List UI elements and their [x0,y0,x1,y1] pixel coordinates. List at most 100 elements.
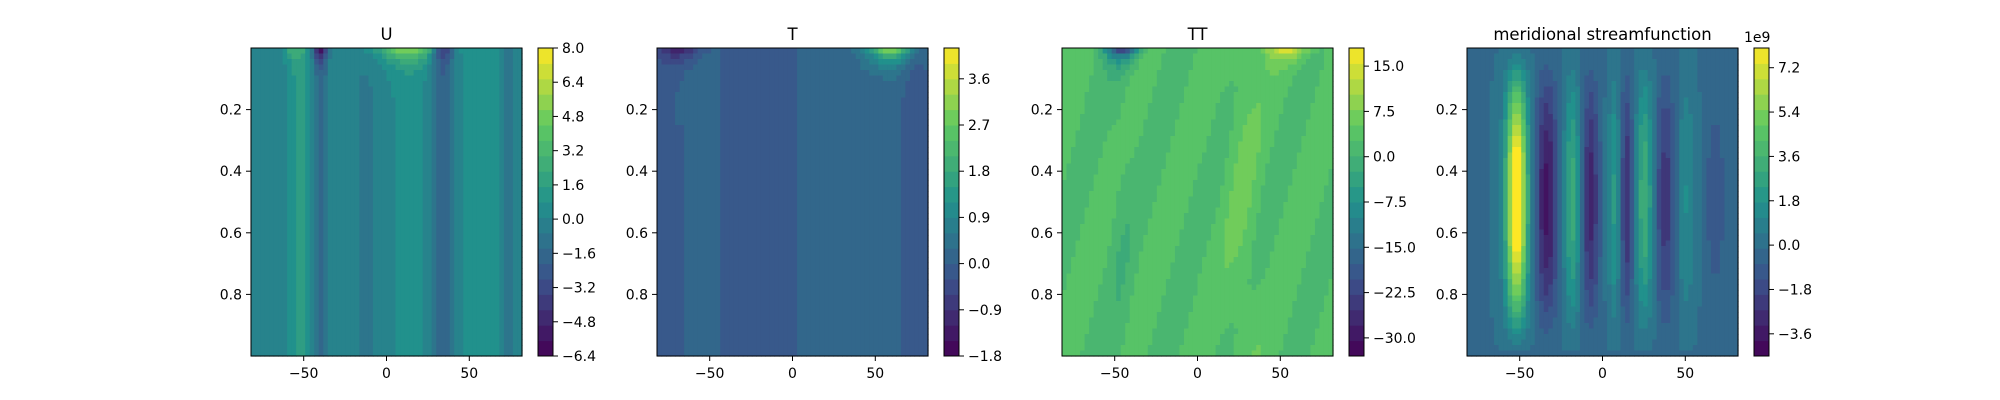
heatmap-cell [454,334,460,341]
heatmap-cell [485,262,491,269]
heatmap-cell [481,191,487,198]
heatmap-cell [260,125,266,132]
heatmap-cell [341,185,347,192]
heatmap-cell [422,92,428,99]
heatmap-cell [860,185,866,192]
heatmap-cell [418,75,424,82]
heatmap-cell [372,207,379,214]
heatmap-cell [395,86,401,93]
heatmap-cell [810,158,816,165]
heatmap-cell [837,130,843,137]
heatmap-cell [273,48,279,55]
heatmap-cell [300,185,306,192]
heatmap-cell [377,174,383,181]
heatmap-cell [855,119,861,126]
heatmap-cell [855,180,861,187]
heatmap-cell [273,301,279,308]
heatmap-cell [449,92,455,99]
heatmap-cell [255,279,261,286]
heatmap-cell [485,268,491,275]
heatmap-cell [490,152,496,159]
heatmap-cell [918,48,925,55]
heatmap-cell [472,317,478,324]
heatmap-cell [490,97,496,104]
heatmap-cell [255,64,261,71]
heatmap-cell [837,169,843,176]
heatmap-cell [255,196,261,203]
heatmap-cell [391,235,397,242]
heatmap-cell [693,141,699,148]
heatmap-cell [458,180,464,187]
heatmap-cell [395,92,401,99]
heatmap-cell [287,81,293,88]
heatmap-cell [846,130,852,137]
heatmap-cell [801,108,807,115]
heatmap-cell [693,147,699,154]
heatmap-cell [260,213,266,220]
heatmap-cell [905,75,911,82]
heatmap-cell [381,136,388,143]
heatmap-cell [395,224,401,231]
heatmap-cell [400,130,406,137]
heatmap-cell [449,207,455,214]
colorbar-band [538,140,553,157]
heatmap-cell [476,257,482,264]
heatmap-cell [413,339,419,346]
heatmap-cell [368,262,374,269]
heatmap-cell [724,185,730,192]
heatmap-cell [842,163,848,170]
heatmap-cell [797,53,803,60]
heatmap-cell [345,48,351,55]
heatmap-cell [341,257,347,264]
heatmap-cell [323,48,329,55]
heatmap-cell [273,196,279,203]
heatmap-cell [828,185,834,192]
heatmap-cell [359,75,365,82]
heatmap-cell [702,152,708,159]
heatmap-cell [715,70,721,77]
heatmap-cell [914,75,920,82]
heatmap-cell [765,64,771,71]
heatmap-cell [463,136,469,143]
heatmap-cell [878,53,884,60]
heatmap-cell [900,141,907,148]
heatmap-cell [670,97,676,104]
heatmap-cell [494,75,501,82]
heatmap-cell [499,235,505,242]
heatmap-cell [386,317,392,324]
heatmap-cell [422,81,428,88]
heatmap-cell [787,103,794,110]
heatmap-cell [363,75,370,82]
heatmap-cell [445,180,451,187]
heatmap-cell [409,284,415,291]
heatmap-cell [688,130,694,137]
heatmap-cell [318,59,324,66]
heatmap-cell [395,125,401,132]
heatmap-cell [896,81,902,88]
heatmap-cell [512,295,519,302]
heatmap-cell [494,48,501,55]
heatmap-cell [797,86,803,93]
heatmap-cell [756,97,762,104]
heatmap-cell [363,273,370,280]
heatmap-cell [756,64,762,71]
heatmap-cell [923,185,929,192]
heatmap-cell [282,317,288,324]
heatmap-cell [332,246,338,253]
heatmap-cell [675,130,681,137]
heatmap-cell [909,180,916,187]
heatmap-cell [427,64,433,71]
heatmap-cell [427,48,433,55]
heatmap-cell [499,108,505,115]
heatmap-cell [675,114,681,121]
heatmap-cell [291,158,297,165]
heatmap-cell [860,75,866,82]
heatmap-cell [824,152,830,159]
heatmap-cell [774,75,780,82]
heatmap-cell [508,317,514,324]
heatmap-cell [309,295,315,302]
heatmap-cell [706,130,712,137]
colorbar-tick-label: −6.4 [562,349,596,365]
heatmap-cell [287,53,293,60]
heatmap-cell [688,180,694,187]
